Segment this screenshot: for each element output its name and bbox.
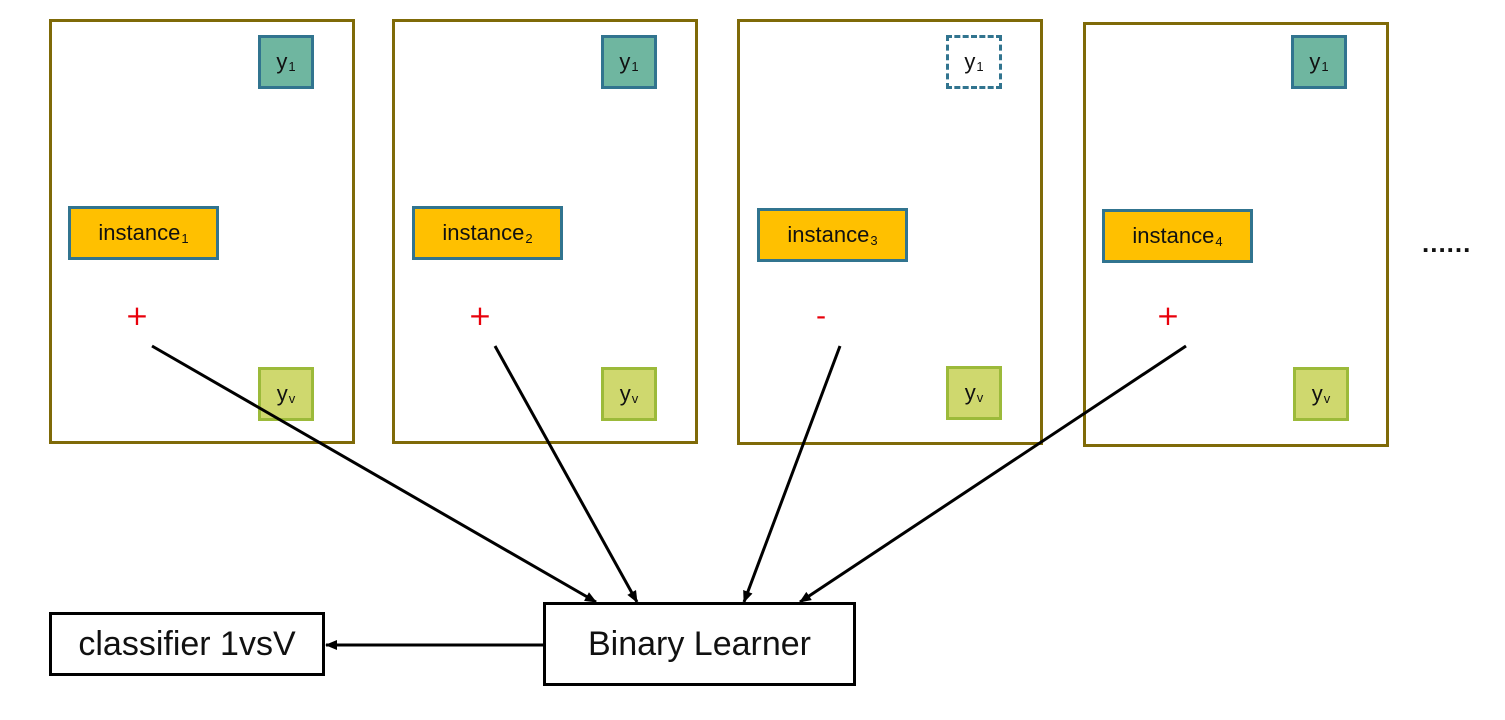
ellipsis: ...... [1422, 228, 1472, 258]
arrow-panel4-to-learner [799, 344, 1187, 604]
positive-sign: + [1156, 299, 1180, 332]
arrow-panel1-to-learner [151, 344, 597, 604]
negative-sign: - [815, 299, 827, 332]
arrow-panel3-to-learner [742, 345, 842, 603]
instance-box: instance 1 [68, 206, 219, 260]
classifier-box: classifier 1vsV [49, 612, 325, 676]
instance-box: instance 3 [757, 208, 908, 262]
binary-learner-box: Binary Learner [543, 602, 856, 686]
positive-sign: + [468, 299, 492, 332]
positive-sign: + [125, 299, 149, 332]
arrow-panel2-to-learner [493, 345, 639, 603]
instance-box: instance 2 [412, 206, 563, 260]
instance-box: instance 4 [1102, 209, 1253, 263]
